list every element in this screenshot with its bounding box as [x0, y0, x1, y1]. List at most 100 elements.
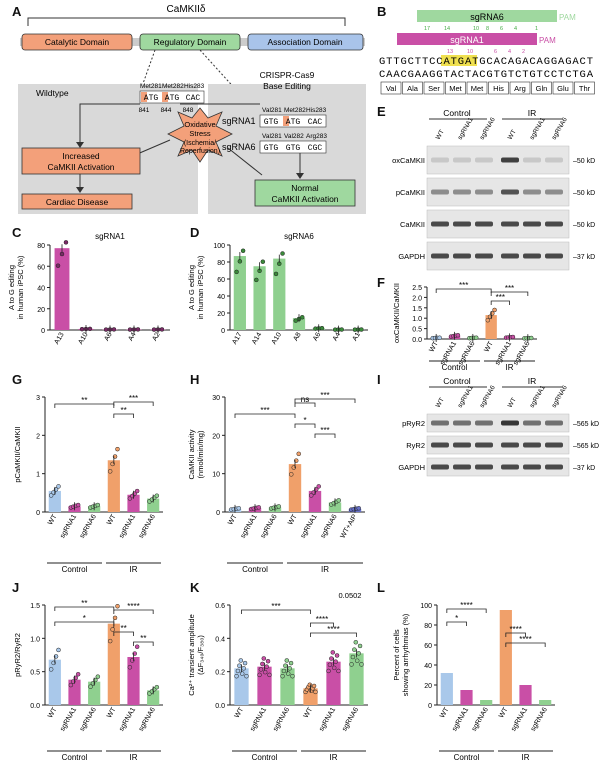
y-axis-label: A to G editing: [187, 265, 196, 310]
data-point: [437, 335, 442, 340]
data-point: [68, 682, 74, 688]
x-tick-label: sgRNA6: [138, 706, 157, 732]
blot-band: [523, 442, 541, 448]
y-tick-label: 0.5: [412, 327, 422, 334]
y-axis-label: A to G editing: [7, 265, 16, 310]
blot-strip: [426, 177, 570, 207]
data-point: [273, 271, 279, 277]
x-tick-label: sgRNA6: [272, 706, 291, 732]
y-tick-label: 0.2: [215, 670, 225, 677]
aa-box: [402, 81, 423, 95]
panel-label-d: D: [190, 225, 200, 240]
x-tick-label: A10: [271, 331, 283, 345]
y-tick-label: 20: [217, 311, 225, 318]
y-tick-label: 40: [424, 663, 432, 670]
wt-pos-2: 844: [161, 107, 172, 114]
y-tick-label: 0.0: [215, 703, 225, 710]
x-tick-label: sgRNA1: [249, 706, 268, 732]
sig-label: ***: [129, 394, 138, 403]
aa-box: [488, 81, 509, 95]
x-tick-label: sgRNA1: [510, 706, 529, 732]
data-point: [261, 656, 267, 661]
data-point: [333, 659, 338, 664]
blot-band: [545, 157, 563, 163]
sig-label: ns: [301, 395, 309, 404]
blot-row-label: pCaMKII: [396, 188, 425, 197]
y-tick-label: 80: [37, 243, 45, 250]
panel-label-k: K: [190, 580, 200, 595]
sg6-site-name-1: Val281: [262, 133, 282, 140]
blot-band: [475, 189, 493, 195]
pos6-6: 6: [500, 26, 503, 32]
data-point: [256, 505, 261, 510]
normal-line-2: CaMKII Activation: [271, 194, 338, 204]
data-point: [95, 502, 101, 508]
bar: [233, 256, 246, 330]
pos1-10: 10: [467, 49, 473, 55]
seq-top-strand: GTTGCTTCCATGATGCACAGACAGGAGACT: [379, 56, 593, 68]
blot-band: [431, 189, 449, 195]
data-point: [234, 269, 239, 275]
data-point: [316, 484, 321, 489]
data-point: [154, 684, 160, 690]
data-point: [87, 326, 93, 332]
aa-label: Thr: [579, 84, 591, 93]
blot-lane-label: sgRNA1: [529, 116, 547, 141]
blot-band: [501, 157, 519, 163]
y-axis-label: (nmol/min/mg): [196, 430, 205, 478]
blot-band: [523, 253, 541, 259]
panel-label-g: G: [12, 372, 23, 387]
group-label-ir: IR: [321, 565, 329, 574]
blot-i-lanes: WT sgRNA1 sgRNA6 WT sgRNA1 sgRNA6: [435, 384, 569, 409]
panel-label-c: C: [12, 225, 22, 240]
blot-band: [523, 420, 541, 426]
sgrna1-pam: PAM: [539, 36, 556, 45]
panel-d-chart: 0 20 40 60 80 100 A to G editing in human iPSC …: [187, 232, 368, 346]
blot-band: [453, 157, 471, 163]
aa-box: [445, 81, 466, 95]
sg1-codon-3: CAC: [308, 118, 323, 127]
sg1-codon-2: ATG: [286, 118, 301, 127]
x-tick-label: WT: [483, 340, 495, 354]
data-point: [63, 240, 69, 245]
oxidative-stress-star: [167, 107, 233, 163]
y-axis-label: Percent of cells: [392, 629, 401, 681]
arrow-stress-increase: [134, 139, 171, 156]
sg1-label: sgRNA1: [222, 116, 256, 126]
pos6-10: 10: [473, 26, 479, 32]
panel-i-western: Control IR WT sgRNA1 sgRNA6 WT sgRNA1 sgRNA6 …: [398, 376, 599, 477]
y-tick-label: 100: [213, 243, 225, 250]
sg1-site-name-2: Met282: [284, 107, 306, 114]
blot-band: [523, 157, 541, 163]
x-tick-label: WT: [287, 513, 299, 527]
sig-bracket: [505, 642, 546, 647]
panel-c-chart: 0 20 40 60 80 A to G editing in human iPSC (%)…: [7, 232, 170, 346]
catalytic-domain-label: Catalytic Domain: [45, 37, 110, 47]
y-tick-label: 0: [216, 510, 220, 517]
blot-band: [431, 464, 449, 470]
data-point: [473, 335, 479, 340]
blot-e-group-ir: IR: [528, 108, 537, 118]
blot-band: [475, 157, 493, 163]
blot-row-label: GAPDH: [398, 463, 425, 472]
sig-bracket: [294, 398, 356, 403]
group-label-ir: IR: [330, 753, 338, 762]
data-point: [107, 638, 113, 644]
data-point: [258, 667, 264, 672]
data-point: [48, 667, 54, 672]
sig-bracket: [241, 609, 311, 614]
aa-label: Val: [386, 84, 397, 93]
data-point: [528, 335, 534, 341]
data-point: [254, 277, 259, 283]
aa-box: [552, 81, 574, 95]
y-tick-label: 60: [37, 264, 45, 271]
blot-band: [453, 464, 471, 470]
wt-pos-1: 841: [139, 107, 150, 114]
sig-label: ****: [127, 602, 139, 611]
aa-label: Met: [471, 84, 484, 93]
group-label-ir: IR: [522, 753, 530, 762]
blot-band: [475, 442, 493, 448]
regulatory-domain-label: Regulatory Domain: [154, 37, 227, 47]
blot-band: [501, 189, 519, 195]
data-point: [95, 674, 101, 679]
